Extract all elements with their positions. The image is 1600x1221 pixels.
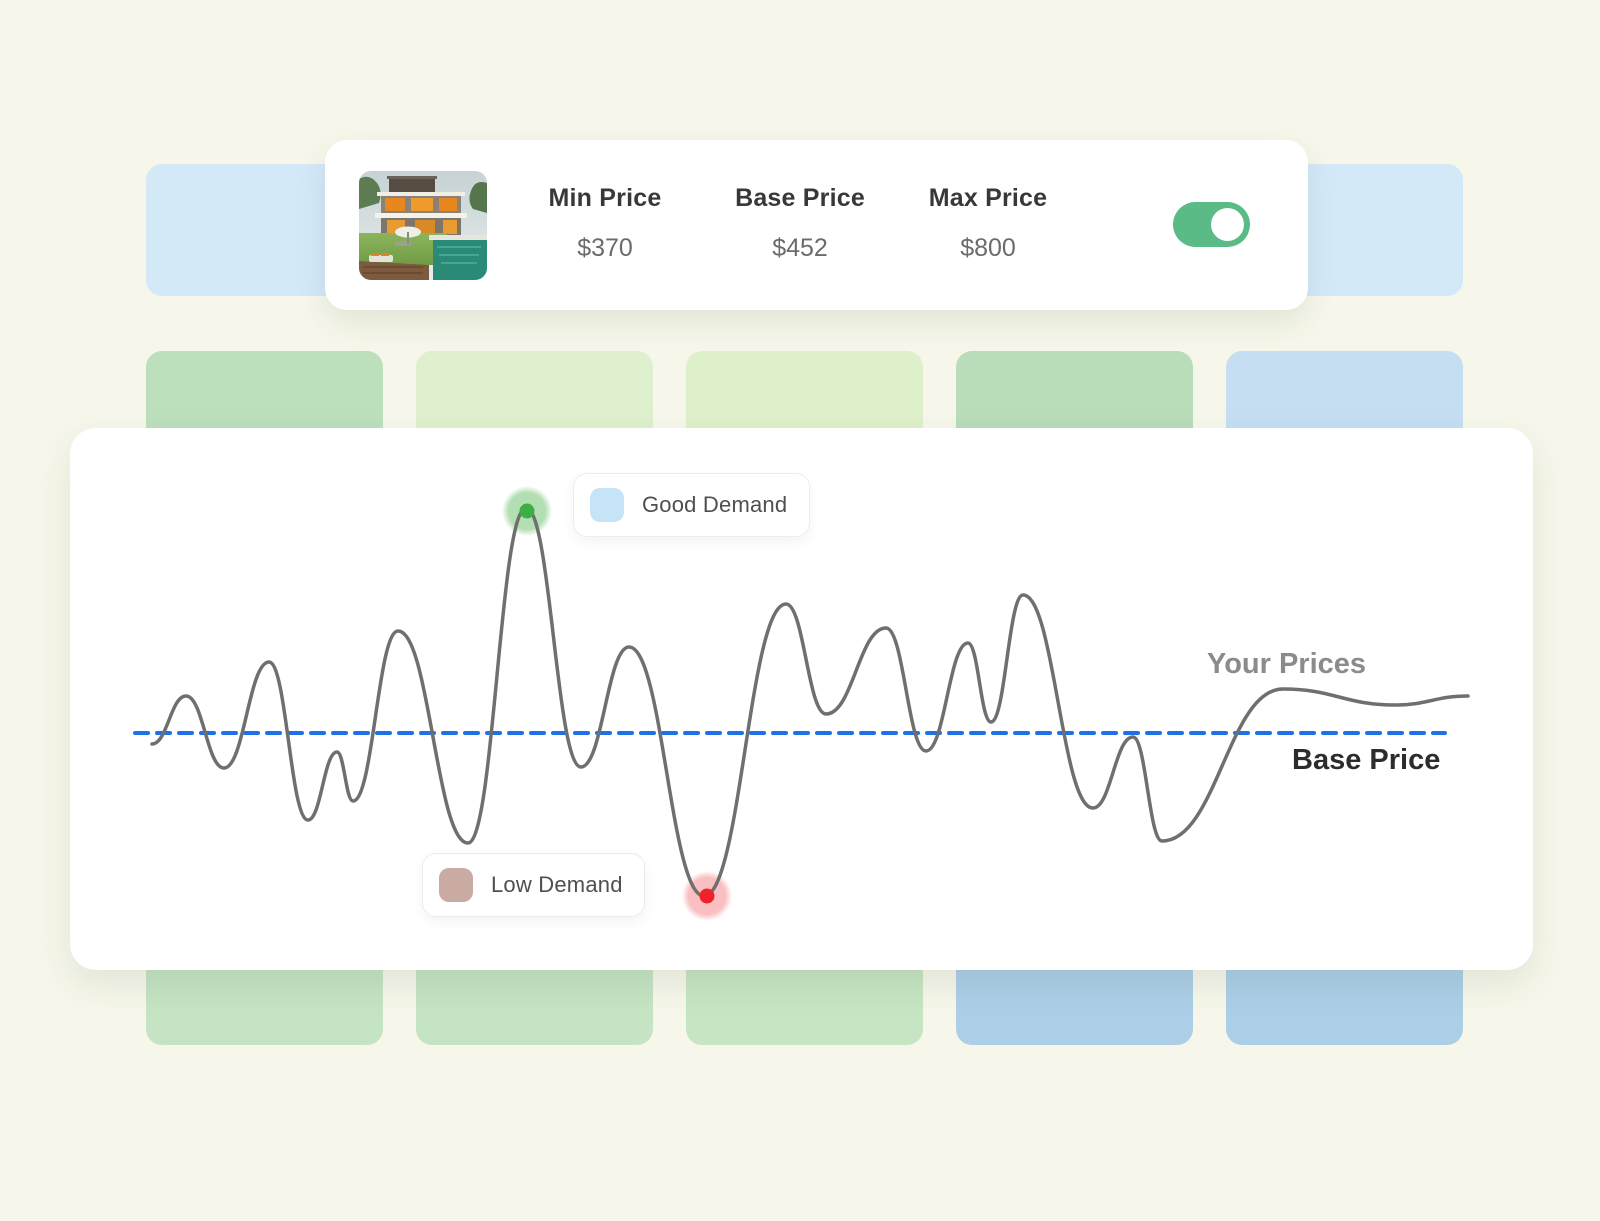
- villa-illustration: [359, 171, 487, 280]
- your-prices-label: Your Prices: [1207, 648, 1367, 680]
- min-price-field: Min Price $370: [515, 184, 695, 263]
- max-price-field: Max Price $800: [898, 184, 1078, 263]
- max-price-label: Max Price: [928, 184, 1048, 212]
- base-price-label: Base Price: [735, 184, 865, 212]
- your-prices-curve: [150, 506, 1470, 898]
- min-price-value: $370: [577, 234, 633, 262]
- toggle-knob: [1211, 208, 1244, 241]
- price-curve-card: Good Demand Low Demand Your Prices Base …: [70, 428, 1533, 970]
- low-demand-label: Low Demand: [491, 872, 623, 897]
- good-demand-swatch: [590, 488, 624, 522]
- good-demand-label: Good Demand: [642, 492, 788, 517]
- base-price-value: $452: [772, 234, 828, 262]
- low-demand-swatch: [439, 868, 473, 902]
- property-photo: [359, 171, 487, 280]
- max-price-value: $800: [960, 234, 1016, 262]
- price-curve-chart: [133, 506, 1470, 898]
- base-price-line-label: Base Price: [1292, 744, 1441, 776]
- min-price-label: Min Price: [548, 184, 662, 212]
- base-price-field: Base Price $452: [710, 184, 890, 263]
- dynamic-pricing-toggle[interactable]: [1173, 202, 1250, 247]
- low-demand-dot: [699, 888, 715, 904]
- good-demand-badge: Good Demand: [573, 473, 810, 537]
- low-demand-badge: Low Demand: [422, 853, 645, 917]
- good-demand-dot: [519, 503, 535, 519]
- property-price-card: Min Price $370 Base Price $452 Max Price…: [325, 140, 1308, 310]
